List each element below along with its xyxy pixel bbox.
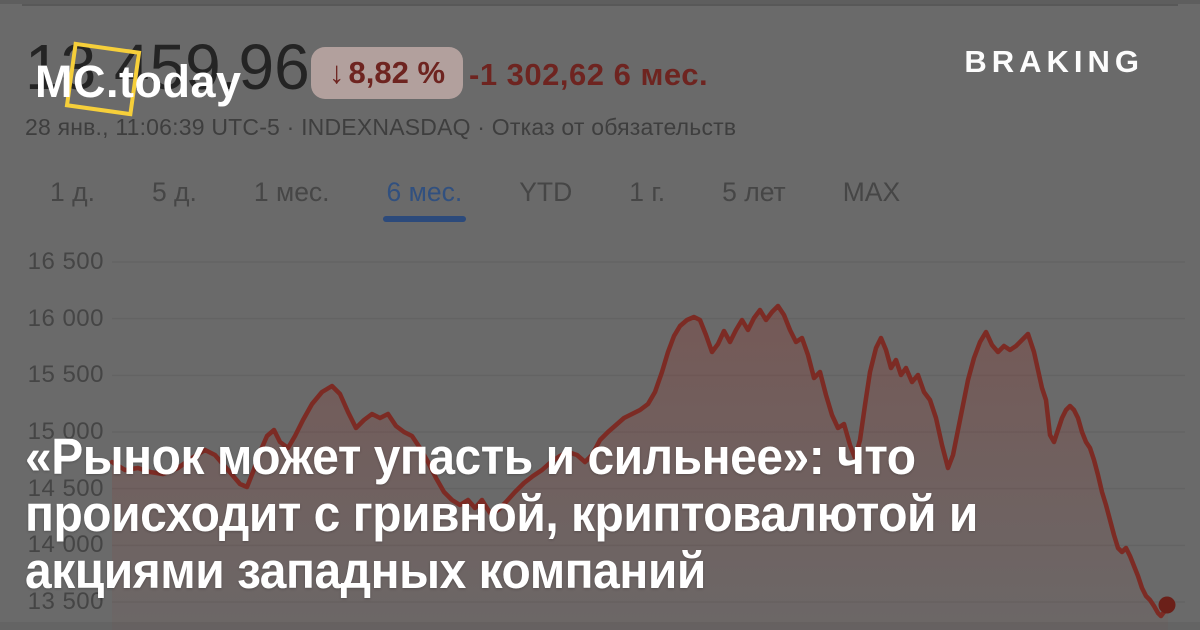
card-top-border [22,4,1178,6]
series-fill [112,306,1168,630]
bottom-strip [0,622,1200,630]
tab-5y[interactable]: 5 лет [722,177,786,207]
y-axis-label: 15 500 [27,361,104,389]
tab-1m[interactable]: 1 мес. [253,177,330,207]
tab-1y[interactable]: 1 г. [629,177,666,207]
tab-ytd[interactable]: YTD [519,177,573,207]
headline-line-3: акциями западных компаний [25,542,706,599]
ticker-meta-line: 28 янв., 11:06:39 UTC-5 · INDEXNASDAQ · … [25,114,737,140]
brand-logo: MC.today [35,56,242,107]
headline-line-1: «Рынок может упасть и сильнее»: что [25,428,916,485]
corner-label: BRAKING [964,44,1144,79]
change-absolute: -1 302,62 6 мес. [469,57,708,93]
ticker-value: 13 459,96 [25,31,310,103]
change-percent-value: 8,82 % [348,55,446,90]
tab-5d[interactable]: 5 д. [151,177,197,207]
y-axis-label: 16 000 [27,304,104,332]
tab-underline [382,216,467,222]
tab-1d[interactable]: 1 д. [50,177,95,207]
y-axis-label: 13 500 [27,588,104,615]
series-line [109,303,1171,619]
top-strip [0,0,1200,4]
y-axis-label: 16 500 [27,248,104,275]
change-period: 6 мес. [613,57,709,92]
y-axis-label: 15 000 [27,418,104,445]
last-price-dot [1158,596,1176,614]
headline: «Рынок может упасть и сильнее»: что прои… [25,428,1153,599]
tab-6m[interactable]: 6 мес. [382,177,467,222]
range-tabs: 1 д. 5 д. 1 мес. 6 мес. YTD 1 г. 5 лет M… [50,177,901,222]
headline-line-2: происходит с гривной, криптовалютой и [25,485,978,542]
y-axis-label: 14 500 [27,474,104,502]
tab-max[interactable]: MAX [842,177,901,207]
y-axis-label: 14 000 [27,531,104,559]
arrow-down-icon: ↓ [329,55,345,90]
change-absolute-value: -1 302,62 [469,57,605,92]
change-percent-badge: ↓ 8,82 % [311,47,464,99]
